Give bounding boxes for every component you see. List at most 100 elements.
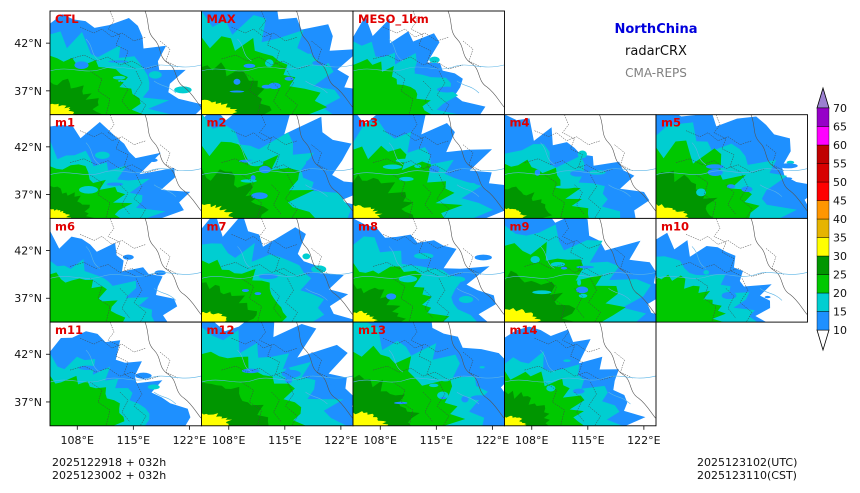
panel-label: m8 — [358, 219, 378, 233]
river — [305, 184, 328, 197]
colorbar-label: 60 — [833, 139, 847, 152]
colorbar-label: 50 — [833, 176, 847, 189]
echo-speck — [479, 366, 485, 369]
echo-speck — [432, 68, 443, 74]
echo-speck — [546, 385, 556, 392]
echo-area — [656, 170, 718, 219]
river — [388, 142, 404, 165]
lon-tick-label: 108°E — [61, 434, 94, 447]
panel-label: CTL — [55, 12, 79, 26]
river — [388, 38, 404, 62]
echo-speck — [148, 158, 158, 163]
province-border — [133, 278, 147, 323]
echo-speck — [305, 159, 314, 166]
panel-label: m3 — [358, 116, 378, 130]
river — [85, 142, 101, 165]
echo-speck — [786, 160, 795, 164]
river — [540, 246, 555, 269]
region-title: NorthChina — [614, 22, 698, 37]
province-border — [119, 391, 131, 423]
colorbar-label: 55 — [833, 158, 847, 171]
panel-label: m4 — [510, 116, 530, 130]
echo-speck — [470, 395, 488, 401]
echo-speck — [311, 71, 320, 79]
panel-frame — [504, 321, 657, 427]
map-panel: m1 — [49, 114, 202, 219]
lat-tick-label: 37°N — [14, 396, 42, 409]
river — [237, 246, 252, 269]
echo-speck — [311, 265, 327, 274]
province-border — [159, 144, 179, 171]
coastline — [599, 114, 656, 211]
echo-speck — [247, 159, 264, 167]
river — [85, 38, 101, 62]
echo-area — [50, 103, 77, 115]
echo-speck — [273, 358, 283, 363]
province-border — [382, 26, 450, 42]
echo-area — [353, 283, 406, 323]
valid-time-block: 2025123102(UTC) 2025123110(CST) — [697, 456, 797, 482]
map-panel: MESO_1km — [352, 10, 505, 116]
province-border — [69, 365, 161, 381]
echo-speck — [440, 372, 447, 376]
coastline — [296, 11, 353, 108]
river — [456, 391, 480, 405]
province-border — [534, 337, 601, 353]
province-border — [614, 351, 633, 379]
colorbar-segment — [816, 144, 830, 164]
river — [540, 349, 555, 373]
map-panel: m8 — [352, 217, 505, 323]
province-border — [372, 158, 464, 173]
lon-tick-label: 122°E — [173, 434, 206, 447]
province-border — [159, 248, 179, 275]
echo-area — [201, 203, 234, 219]
river — [85, 349, 101, 373]
colorbar-label: 35 — [833, 232, 847, 245]
echo-speck — [229, 90, 245, 93]
echo-speck — [413, 253, 434, 259]
river — [759, 288, 783, 301]
river — [608, 288, 631, 301]
province-border — [259, 322, 288, 381]
province-border — [311, 351, 330, 379]
map-panel: MAX — [201, 10, 354, 116]
coastline — [447, 322, 505, 419]
river — [305, 288, 328, 301]
colorbar-label: 45 — [833, 195, 847, 208]
panel-label: m11 — [55, 323, 83, 337]
colorbar-label: 65 — [833, 121, 847, 134]
echo-speck — [243, 63, 256, 68]
coastline — [144, 218, 202, 315]
province-border — [588, 278, 601, 323]
lon-tick-label: 108°E — [364, 434, 397, 447]
echo-speck — [467, 182, 476, 187]
echo-speck — [108, 60, 129, 63]
province-border — [725, 288, 737, 319]
river — [353, 64, 505, 72]
lon-tick-label: 108°E — [515, 434, 548, 447]
province-border — [410, 218, 440, 277]
province-border — [69, 158, 161, 173]
river — [504, 375, 656, 383]
province-border — [79, 26, 147, 42]
province-border — [372, 54, 464, 70]
province-border — [524, 158, 615, 173]
province-border — [382, 234, 450, 249]
colorbar-label: 15 — [833, 306, 847, 319]
province-border — [311, 40, 330, 68]
echo-area — [50, 185, 96, 219]
province-border — [422, 288, 434, 319]
map-panel: m5 — [655, 114, 808, 219]
colorbar-label: 70 — [833, 102, 847, 115]
river — [85, 246, 101, 269]
lat-tick-label: 37°N — [14, 189, 42, 202]
province-border — [713, 218, 743, 277]
river — [656, 168, 808, 175]
echo-speck — [122, 254, 134, 260]
river — [237, 142, 252, 165]
province-border — [422, 184, 434, 215]
colorbar-label: 20 — [833, 287, 847, 300]
map-panel: m7 — [201, 217, 354, 323]
province-border — [372, 365, 464, 381]
panel-label: MAX — [207, 12, 236, 26]
